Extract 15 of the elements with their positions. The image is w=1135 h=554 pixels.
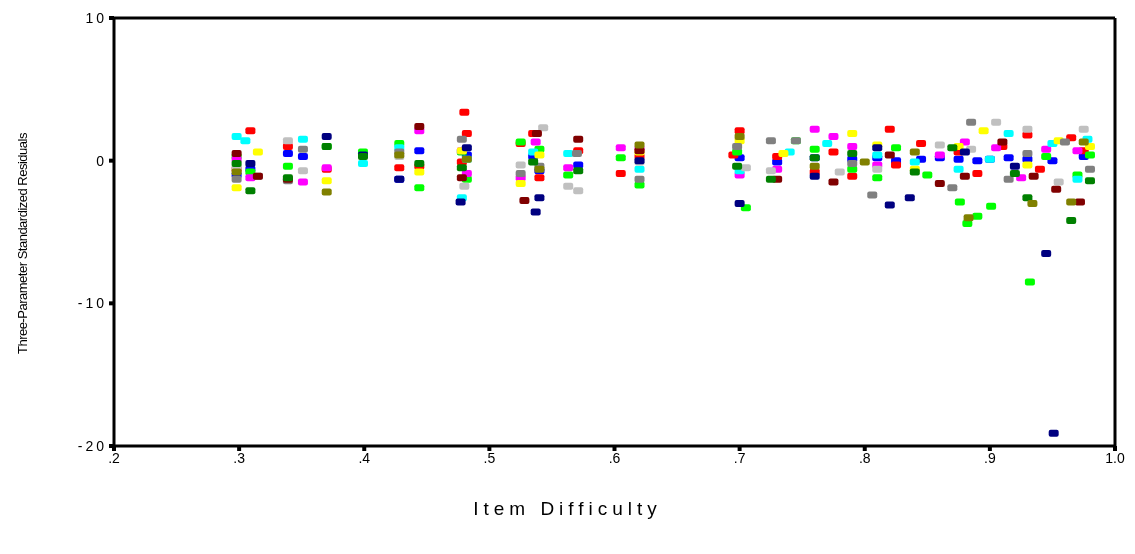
y-tick-label: -10 bbox=[77, 295, 107, 312]
x-tick-label: .8 bbox=[858, 449, 871, 466]
y-tick-label: 0 bbox=[96, 152, 107, 169]
y-tick-label: -20 bbox=[77, 437, 107, 454]
y-axis-title: Three-Parameter Standardized Residuals bbox=[14, 132, 30, 354]
x-tick-label: .3 bbox=[233, 449, 246, 466]
x-axis-title: Item Difficulty bbox=[472, 498, 663, 520]
x-tick-label: .6 bbox=[608, 449, 621, 466]
x-tick-label: .4 bbox=[358, 449, 371, 466]
x-tick-label: .2 bbox=[108, 449, 121, 466]
x-tick-label: .5 bbox=[483, 449, 496, 466]
x-tick-label: .7 bbox=[733, 449, 746, 466]
y-tick-label: 10 bbox=[85, 9, 107, 26]
x-tick-label: 1.0 bbox=[1105, 449, 1125, 466]
x-tick-label: .9 bbox=[984, 449, 996, 466]
